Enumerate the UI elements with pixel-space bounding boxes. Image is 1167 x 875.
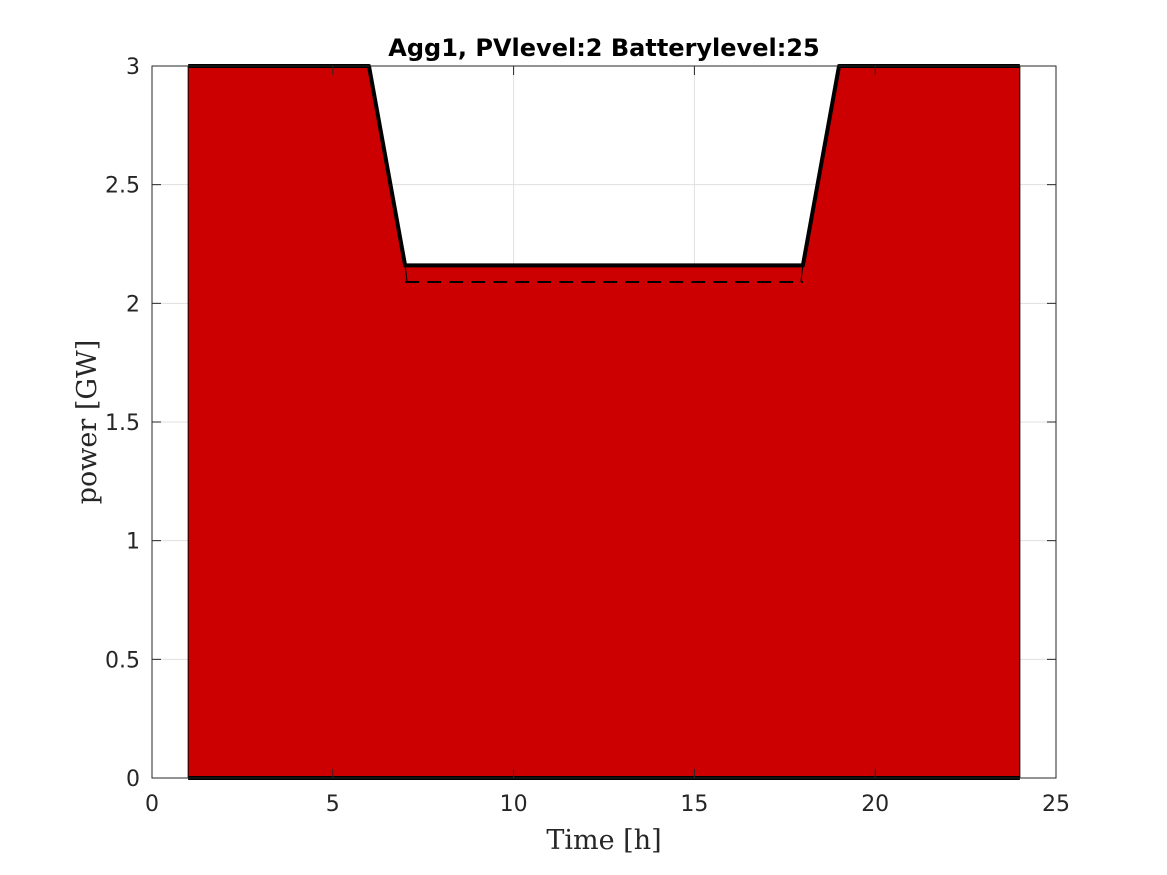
axis-ticks bbox=[151, 65, 1057, 779]
x-tick-label: 15 bbox=[680, 792, 708, 817]
y-tick-label: 3 bbox=[126, 55, 140, 80]
x-tick-label: 0 bbox=[145, 792, 159, 817]
x-tick-label: 20 bbox=[861, 792, 889, 817]
y-tick-label: 2.5 bbox=[105, 174, 140, 199]
y-tick-label: 1.5 bbox=[105, 411, 140, 436]
tick-labels: 0 5 10 15 20 25 0 0.5 1 1.5 2 2.5 3 bbox=[105, 55, 1070, 817]
y-tick-label: 2 bbox=[126, 292, 140, 317]
x-tick-label: 10 bbox=[500, 792, 528, 817]
x-tick-label: 25 bbox=[1042, 792, 1070, 817]
dashed-connector-left bbox=[404, 265, 408, 283]
y-axis-label: power [GW] bbox=[72, 340, 103, 505]
x-tick-label: 5 bbox=[326, 792, 340, 817]
dashed-connector-right bbox=[800, 265, 804, 283]
y-tick-label: 0 bbox=[126, 767, 140, 792]
y-tick-label: 0.5 bbox=[105, 648, 140, 673]
chart-title: Agg1, PVlevel:2 Batterylevel:25 bbox=[388, 34, 819, 62]
y-tick-label: 1 bbox=[126, 530, 140, 555]
x-axis-label: Time [h] bbox=[546, 825, 661, 856]
